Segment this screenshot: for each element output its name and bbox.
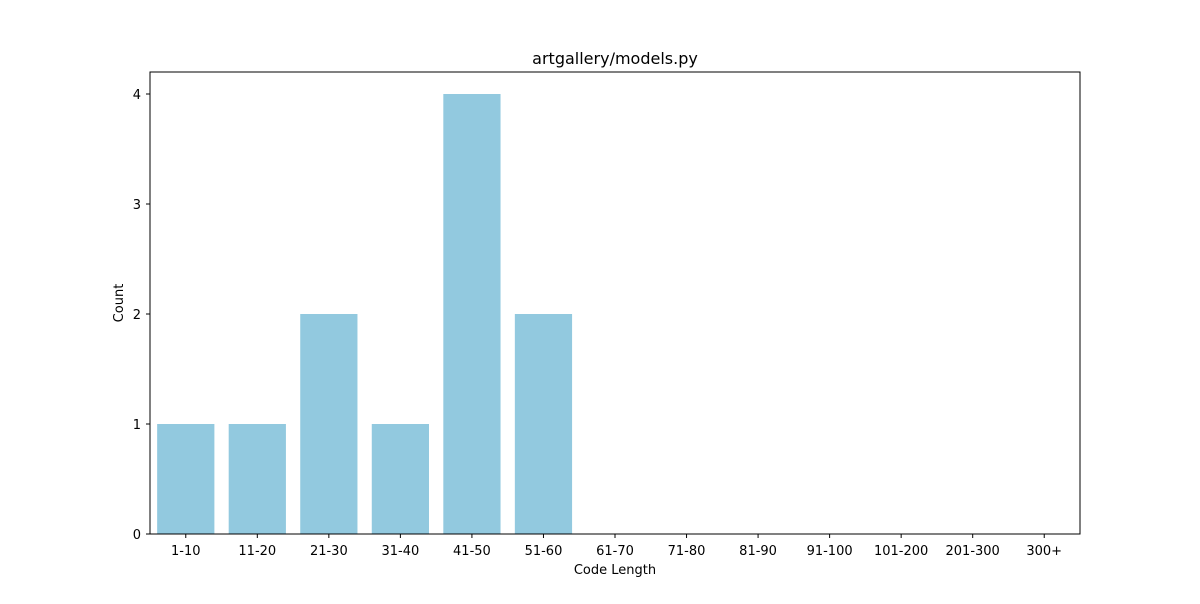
x-tick-label: 51-60: [525, 544, 563, 559]
plot-frame: [149, 71, 1081, 535]
y-axis: 0 1 2 3 4: [133, 88, 150, 543]
y-axis-label: Count: [112, 284, 127, 323]
x-tick-label: 71-80: [668, 544, 706, 559]
x-tick-label: 11-20: [238, 544, 276, 559]
x-tick-label: 61-70: [596, 544, 634, 559]
x-tick-label: 91-100: [807, 544, 853, 559]
x-tick-label: 300+: [1026, 544, 1062, 559]
x-tick-label: 81-90: [739, 544, 777, 559]
bar-21-30: [300, 314, 358, 534]
x-tick-label: 101-200: [874, 544, 928, 559]
bars-layer: [157, 94, 573, 534]
bar-1-10: [157, 424, 215, 534]
bar-11-20: [228, 424, 286, 534]
y-tick-label: 4: [133, 88, 141, 103]
y-tick-label: 2: [133, 308, 141, 323]
bar-41-50: [443, 94, 501, 534]
x-tick-label: 21-30: [310, 544, 348, 559]
y-tick-label: 0: [133, 528, 141, 543]
x-tick-label: 201-300: [946, 544, 1000, 559]
bar-31-40: [371, 424, 429, 534]
x-tick-label: 31-40: [381, 544, 419, 559]
chart-title: artgallery/models.py: [532, 49, 698, 68]
bar-51-60: [514, 314, 573, 534]
y-tick-label: 3: [133, 198, 141, 213]
x-tick-label: 41-50: [453, 544, 491, 559]
y-tick-label: 1: [133, 418, 141, 433]
x-axis: 1-10 11-20 21-30 31-40 41-50 51-60 61-70 71-80 8…: [171, 534, 1062, 559]
x-tick-label: 1-10: [171, 544, 201, 559]
x-axis-label: Code Length: [574, 563, 656, 578]
